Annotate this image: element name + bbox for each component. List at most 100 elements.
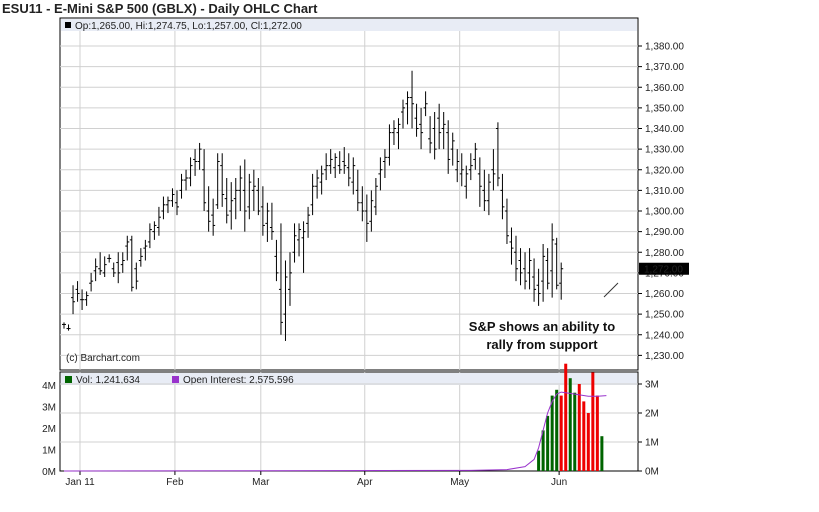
ohlc-bar[interactable]	[89, 272, 94, 292]
volume-bar[interactable]	[591, 372, 595, 471]
ohlc-bar[interactable]	[550, 223, 555, 298]
ohlc-bar[interactable]	[437, 103, 442, 150]
ohlc-bar[interactable]	[188, 157, 193, 187]
ohlc-bar[interactable]	[220, 153, 225, 207]
ohlc-bar[interactable]	[265, 202, 270, 242]
ohlc-bar[interactable]	[256, 178, 261, 216]
ohlc-bar[interactable]	[278, 223, 283, 335]
ohlc-bar[interactable]	[337, 151, 342, 174]
ohlc-bar[interactable]	[423, 91, 428, 117]
ohlc-bar[interactable]	[251, 169, 256, 211]
ohlc-bar[interactable]	[477, 157, 482, 207]
ohlc-bar[interactable]	[301, 221, 306, 273]
ohlc-bar[interactable]	[432, 112, 437, 160]
ohlc-bar[interactable]	[387, 124, 392, 166]
ohlc-bar[interactable]	[495, 122, 500, 187]
ohlc-bar[interactable]	[310, 173, 315, 216]
ohlc-bar[interactable]	[260, 186, 265, 236]
ohlc-bar[interactable]	[360, 186, 365, 222]
ohlc-bar[interactable]	[206, 186, 211, 232]
ohlc-bar[interactable]	[143, 239, 148, 261]
volume-bar[interactable]	[546, 415, 550, 471]
ohlc-bar[interactable]	[152, 221, 157, 240]
ohlc-bar[interactable]	[71, 285, 76, 315]
ohlc-bar[interactable]	[138, 248, 143, 267]
volume-bar[interactable]	[595, 395, 599, 471]
ohlc-bar[interactable]	[459, 153, 464, 187]
ohlc-bar[interactable]	[554, 237, 559, 290]
ohlc-bar[interactable]	[346, 153, 351, 187]
ohlc-bar[interactable]	[215, 153, 220, 209]
ohlc-bar[interactable]	[93, 258, 98, 282]
ohlc-bar[interactable]	[80, 289, 85, 310]
volume-bar[interactable]	[559, 395, 563, 471]
ohlc-bar[interactable]	[342, 147, 347, 174]
ohlc-bar[interactable]	[518, 248, 523, 286]
ohlc-bar[interactable]	[147, 223, 152, 249]
volume-bar[interactable]	[582, 401, 586, 471]
ohlc-bar[interactable]	[455, 149, 460, 183]
ohlc-bar[interactable]	[405, 91, 410, 125]
ohlc-bar[interactable]	[120, 252, 125, 273]
ohlc-bar[interactable]	[527, 248, 532, 290]
ohlc-bar[interactable]	[401, 99, 405, 129]
ohlc-bar[interactable]	[165, 196, 170, 214]
ohlc-bar[interactable]	[170, 188, 175, 207]
ohlc-bar[interactable]	[373, 178, 378, 216]
volume-bar[interactable]	[541, 430, 545, 471]
ohlc-bar[interactable]	[396, 118, 401, 150]
ohlc-bar[interactable]	[306, 206, 311, 238]
ohlc-bar[interactable]	[504, 198, 509, 244]
ohlc-bar[interactable]	[233, 178, 238, 220]
ohlc-bar[interactable]	[274, 239, 279, 282]
ohlc-bar[interactable]	[473, 142, 478, 170]
ohlc-bar[interactable]	[351, 157, 356, 195]
ohlc-bar[interactable]	[482, 169, 487, 211]
ohlc-bar[interactable]	[446, 120, 451, 174]
ohlc-bar[interactable]	[98, 252, 103, 275]
ohlc-bar[interactable]	[391, 120, 396, 145]
ohlc-bar[interactable]	[450, 132, 455, 166]
ohlc-bar[interactable]	[242, 159, 247, 232]
ohlc-bar[interactable]	[532, 258, 537, 302]
ohlc-bar[interactable]	[161, 196, 166, 220]
ohlc-bar[interactable]	[156, 206, 161, 236]
ohlc-bar[interactable]	[369, 190, 374, 232]
ohlc-bar[interactable]	[107, 254, 112, 263]
ohlc-bar[interactable]	[319, 165, 324, 195]
volume-bar[interactable]	[600, 436, 604, 471]
ohlc-bar[interactable]	[247, 173, 252, 220]
ohlc-bar[interactable]	[224, 178, 229, 224]
ohlc-bar[interactable]	[193, 149, 198, 176]
ohlc-bar[interactable]	[292, 223, 297, 263]
ohlc-bar[interactable]	[419, 107, 424, 150]
ohlc-bar[interactable]	[211, 198, 216, 236]
ohlc-bar[interactable]	[355, 169, 360, 211]
ohlc-bar[interactable]	[364, 194, 369, 242]
ohlc-bar[interactable]	[175, 190, 179, 216]
ohlc-bar[interactable]	[269, 202, 274, 240]
volume-bar[interactable]	[537, 450, 541, 471]
ohlc-bar[interactable]	[468, 153, 473, 181]
ohlc-bar[interactable]	[545, 248, 550, 290]
volume-bar[interactable]	[568, 378, 572, 471]
ohlc-bar[interactable]	[514, 235, 518, 282]
ohlc-bar[interactable]	[202, 149, 207, 211]
ohlc-bar[interactable]	[536, 268, 541, 306]
ohlc-bar[interactable]	[84, 291, 89, 306]
ohlc-bar[interactable]	[238, 165, 243, 211]
ohlc-bar[interactable]	[509, 227, 514, 265]
ohlc-bar[interactable]	[378, 157, 383, 191]
ohlc-bar[interactable]	[229, 182, 234, 230]
ohlc-bar[interactable]	[102, 256, 107, 277]
ohlc-bar[interactable]	[523, 252, 528, 290]
ohlc-bar[interactable]	[197, 142, 202, 170]
ohlc-bar[interactable]	[464, 165, 469, 199]
ohlc-bar[interactable]	[315, 169, 320, 199]
ohlc-bar[interactable]	[111, 262, 116, 277]
volume-bar[interactable]	[573, 392, 577, 471]
ohlc-bar[interactable]	[297, 223, 302, 257]
ohlc-bar[interactable]	[66, 324, 71, 331]
ohlc-bar[interactable]	[500, 173, 505, 220]
ohlc-bar[interactable]	[428, 116, 433, 154]
